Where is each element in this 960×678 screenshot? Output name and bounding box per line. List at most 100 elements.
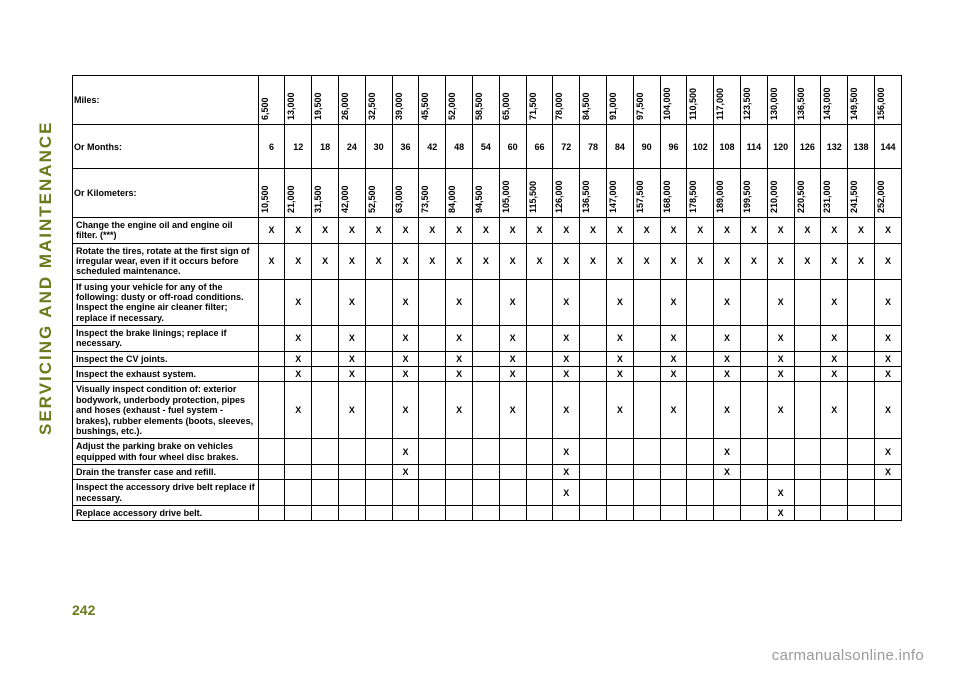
column-header-cell: 39,000 <box>392 76 419 125</box>
mark-cell <box>660 439 687 465</box>
mark-cell: X <box>606 326 633 352</box>
mark-cell: X <box>258 218 285 244</box>
mark-cell <box>446 439 473 465</box>
mark-cell <box>740 367 767 382</box>
mark-cell <box>472 351 499 366</box>
column-header-cell: 136,500 <box>794 76 821 125</box>
column-header-cell: 31,500 <box>312 169 339 218</box>
mark-cell <box>874 505 901 520</box>
mark-cell <box>526 480 553 506</box>
mark-cell: X <box>365 218 392 244</box>
mark-cell: X <box>874 351 901 366</box>
mark-cell: X <box>794 218 821 244</box>
column-header-cell: 36 <box>392 125 419 169</box>
mark-cell <box>740 279 767 325</box>
mark-cell <box>258 505 285 520</box>
mark-cell: X <box>285 351 312 366</box>
mark-cell: X <box>338 218 365 244</box>
mark-cell: X <box>419 218 446 244</box>
header-miles: Miles: <box>73 76 259 125</box>
mark-cell <box>338 505 365 520</box>
mark-cell <box>687 279 714 325</box>
mark-cell: X <box>821 382 848 439</box>
row-label: Visually inspect condition of: exterior … <box>73 382 259 439</box>
section-title: SERVICING AND MAINTENANCE <box>36 75 56 435</box>
mark-cell: X <box>553 351 580 366</box>
mark-cell <box>499 464 526 479</box>
mark-cell: X <box>767 351 794 366</box>
column-header-cell: 156,000 <box>874 76 901 125</box>
column-header-cell: 147,000 <box>606 169 633 218</box>
mark-cell <box>365 505 392 520</box>
mark-cell <box>580 439 607 465</box>
mark-cell <box>472 279 499 325</box>
mark-cell: X <box>580 243 607 279</box>
column-header-cell: 63,000 <box>392 169 419 218</box>
mark-cell: X <box>392 279 419 325</box>
mark-cell <box>419 480 446 506</box>
mark-cell <box>848 279 875 325</box>
mark-cell <box>794 480 821 506</box>
mark-cell <box>660 480 687 506</box>
row-label: Inspect the CV joints. <box>73 351 259 366</box>
mark-cell: X <box>472 243 499 279</box>
mark-cell: X <box>553 382 580 439</box>
table-row: Change the engine oil and engine oil fil… <box>73 218 902 244</box>
mark-cell <box>794 367 821 382</box>
mark-cell: X <box>633 243 660 279</box>
mark-cell <box>848 351 875 366</box>
mark-cell <box>580 505 607 520</box>
mark-cell <box>821 505 848 520</box>
mark-cell: X <box>660 326 687 352</box>
column-header-cell: 71,500 <box>526 76 553 125</box>
row-label: Inspect the accessory drive belt replace… <box>73 480 259 506</box>
mark-cell <box>312 464 339 479</box>
mark-cell <box>392 505 419 520</box>
table-row: Inspect the accessory drive belt replace… <box>73 480 902 506</box>
mark-cell: X <box>338 367 365 382</box>
mark-cell: X <box>499 218 526 244</box>
mark-cell <box>848 326 875 352</box>
mark-cell: X <box>606 382 633 439</box>
mark-cell <box>285 464 312 479</box>
mark-cell <box>258 480 285 506</box>
mark-cell: X <box>285 326 312 352</box>
maintenance-tbody: Miles:6,50013,00019,50026,00032,50039,00… <box>73 76 902 521</box>
mark-cell: X <box>874 218 901 244</box>
column-header-cell: 52,000 <box>446 76 473 125</box>
mark-cell: X <box>848 218 875 244</box>
mark-cell <box>419 382 446 439</box>
mark-cell <box>794 439 821 465</box>
mark-cell: X <box>821 218 848 244</box>
mark-cell <box>446 480 473 506</box>
column-header-cell: 178,500 <box>687 169 714 218</box>
mark-cell <box>338 464 365 479</box>
mark-cell: X <box>714 243 741 279</box>
column-header-cell: 241,500 <box>848 169 875 218</box>
mark-cell: X <box>285 279 312 325</box>
mark-cell <box>606 464 633 479</box>
mark-cell: X <box>580 218 607 244</box>
mark-cell: X <box>338 326 365 352</box>
mark-cell <box>848 367 875 382</box>
column-header-cell: 110,500 <box>687 76 714 125</box>
column-header-cell: 30 <box>365 125 392 169</box>
column-header-cell: 144 <box>874 125 901 169</box>
mark-cell: X <box>499 243 526 279</box>
mark-cell: X <box>687 218 714 244</box>
mark-cell <box>312 382 339 439</box>
mark-cell: X <box>392 243 419 279</box>
mark-cell <box>821 480 848 506</box>
mark-cell: X <box>714 326 741 352</box>
mark-cell <box>285 439 312 465</box>
mark-cell: X <box>499 367 526 382</box>
mark-cell <box>580 464 607 479</box>
mark-cell <box>580 279 607 325</box>
mark-cell: X <box>499 382 526 439</box>
mark-cell: X <box>767 505 794 520</box>
mark-cell: X <box>446 243 473 279</box>
mark-cell <box>580 351 607 366</box>
header-kilometers: Or Kilometers: <box>73 169 259 218</box>
mark-cell: X <box>285 218 312 244</box>
mark-cell <box>740 439 767 465</box>
